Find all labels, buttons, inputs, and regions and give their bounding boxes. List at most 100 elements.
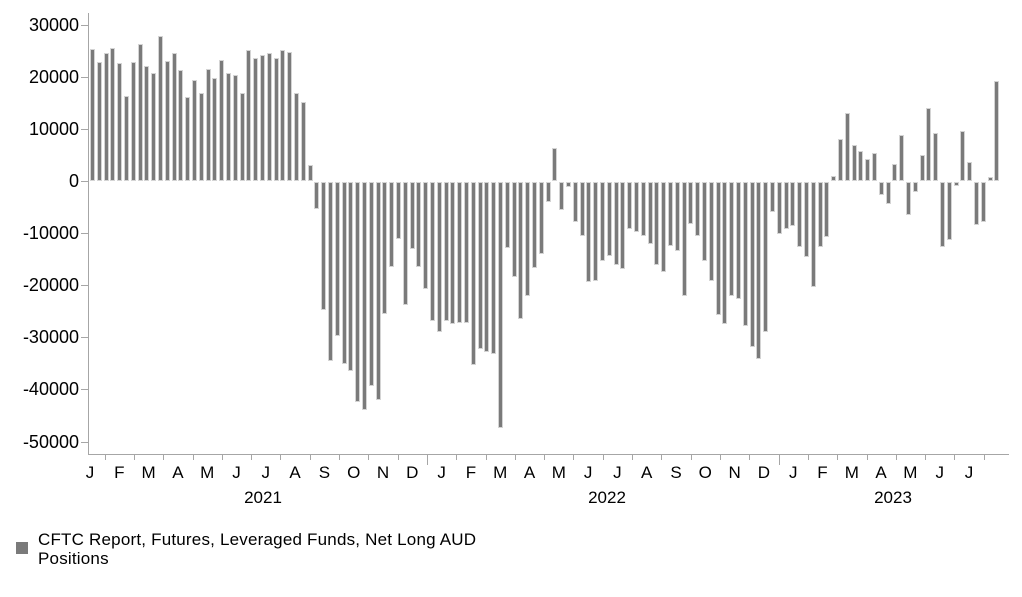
bar [586, 182, 592, 282]
month-label: N [728, 463, 741, 482]
y-tick-label: -30000 [22, 327, 79, 348]
bar [477, 182, 483, 350]
bar [484, 182, 490, 353]
x-tick-mark [544, 455, 546, 460]
bar [844, 112, 850, 181]
bar [668, 182, 673, 247]
month-label: J [85, 463, 95, 482]
bar [749, 182, 755, 348]
x-tick-mark [573, 455, 575, 460]
x-tick-mark [309, 455, 311, 460]
bar [464, 182, 469, 324]
month-label: O [698, 463, 712, 482]
bar [634, 182, 639, 232]
bar [797, 182, 803, 248]
bar [137, 43, 143, 181]
bar [239, 93, 245, 181]
bar [158, 35, 163, 181]
bar [287, 51, 293, 181]
x-tick-mark [690, 455, 692, 460]
bar [906, 182, 911, 216]
month-label: J [935, 463, 944, 482]
bar [790, 182, 796, 227]
bar [756, 182, 762, 360]
bar [674, 182, 680, 252]
bar [130, 61, 136, 181]
bar [110, 48, 116, 181]
bar [321, 182, 327, 310]
month-label: M [200, 463, 215, 482]
bar [770, 182, 775, 213]
y-tick-label: 10000 [28, 118, 79, 139]
bar [368, 182, 374, 386]
bar [824, 182, 830, 238]
bar [804, 182, 809, 257]
bar [681, 182, 687, 296]
bar [729, 182, 735, 296]
month-label: J [788, 463, 798, 482]
x-tick-mark [251, 455, 253, 460]
bar [532, 182, 537, 268]
bar [443, 182, 449, 322]
month-label: J [964, 463, 974, 482]
x-tick-mark [133, 455, 135, 460]
year-label: 2021 [244, 488, 282, 507]
bar [151, 73, 157, 181]
bar [205, 69, 211, 181]
bar [300, 101, 306, 181]
bar [763, 182, 769, 332]
x-tick-mark [837, 455, 839, 460]
y-axis-line [88, 13, 89, 455]
bar [273, 57, 279, 181]
month-label: M [141, 463, 156, 482]
bar [838, 139, 843, 181]
y-tick-mark [81, 285, 88, 287]
x-tick-mark [661, 455, 663, 460]
x-tick-mark [720, 455, 721, 460]
bar [593, 182, 599, 281]
bar [409, 182, 415, 249]
bar [219, 60, 225, 181]
month-label: A [523, 463, 536, 482]
bar [423, 182, 429, 289]
bar [600, 182, 605, 261]
month-label: A [289, 463, 301, 482]
y-tick-label: 30000 [28, 14, 79, 35]
bar [872, 153, 877, 181]
bar [314, 182, 320, 209]
month-label: J [583, 463, 593, 482]
y-tick-label: -50000 [22, 431, 79, 452]
bar [858, 150, 864, 181]
month-label: A [641, 463, 653, 482]
bar [967, 161, 973, 181]
x-tick-mark [925, 455, 926, 460]
bar [715, 182, 721, 316]
legend-label-line1: CFTC Report, Futures, Leveraged Funds, N… [38, 530, 477, 549]
bar [226, 72, 231, 181]
bar [919, 154, 925, 181]
bar [355, 182, 361, 402]
bar [232, 75, 238, 181]
x-tick-mark [807, 455, 809, 460]
x-tick-mark [221, 455, 223, 460]
bar [117, 62, 123, 181]
bar [933, 132, 939, 181]
bar [253, 57, 259, 181]
year-label: 2023 [874, 488, 912, 507]
bar [572, 182, 578, 223]
bar [382, 182, 388, 314]
month-label: M [493, 463, 508, 482]
bar [579, 182, 585, 236]
month-label: F [465, 463, 477, 482]
bar [946, 182, 952, 240]
month-label: A [172, 463, 184, 482]
bar [661, 182, 667, 273]
y-tick-label: -20000 [22, 275, 79, 296]
bar [260, 55, 265, 181]
bar [940, 182, 945, 248]
bar [307, 164, 313, 181]
x-tick-mark [778, 455, 780, 465]
bar [722, 182, 728, 325]
bar [654, 182, 660, 266]
